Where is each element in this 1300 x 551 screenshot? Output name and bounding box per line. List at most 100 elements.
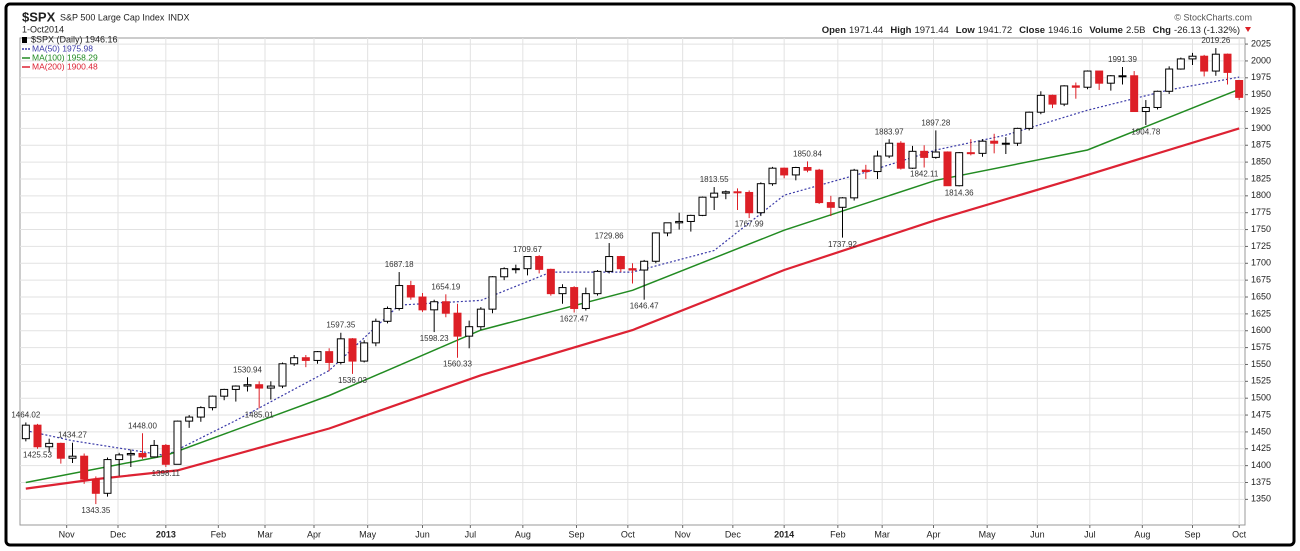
y-tick-label: 1775 [1251, 207, 1271, 217]
candle-body [453, 312, 462, 337]
candle-body [511, 268, 520, 271]
candle-body [1141, 106, 1150, 113]
y-tick-label: 1400 [1251, 460, 1271, 470]
quote: Open 1971.44 High 1971.44 Low 1941.72 Close 194… [822, 25, 1240, 36]
candle-body [861, 169, 870, 173]
exchange: INDX [168, 12, 190, 22]
symbol: $SPX [22, 9, 56, 24]
x-tick-label: Nov [675, 529, 692, 539]
y-tick-label: 1425 [1251, 443, 1271, 453]
candle-body [803, 167, 812, 171]
candle-body [1025, 111, 1034, 129]
candle-body [745, 191, 754, 214]
candle-body [395, 285, 404, 309]
x-tick-label: Apr [307, 529, 321, 539]
candle-body [465, 326, 474, 337]
candle-body [850, 169, 859, 199]
date: 1-Oct2014 [22, 24, 64, 34]
annotation: 1883.97 [875, 127, 904, 136]
candle-body [255, 384, 264, 389]
annotation: 1536.03 [338, 376, 367, 385]
candle-body [675, 220, 684, 224]
annotation: 1560.33 [443, 360, 472, 369]
x-tick-label: Sep [1184, 529, 1200, 539]
x-tick-label: Jun [1030, 529, 1045, 539]
quote-value: 1941.72 [978, 25, 1012, 36]
candle-body [873, 155, 882, 173]
candle-body [161, 444, 170, 465]
y-tick-label: 1475 [1251, 409, 1271, 419]
annotation: 1813.55 [700, 175, 729, 184]
candle-body [1130, 75, 1139, 113]
candle-body [360, 342, 369, 362]
candle-body [336, 338, 345, 363]
x-tick-label: Aug [515, 529, 531, 539]
candle-body [33, 424, 42, 448]
candle-body [955, 152, 964, 187]
x-tick-label: 2013 [156, 529, 176, 539]
y-tick-label: 1850 [1251, 156, 1271, 166]
candle-body [115, 454, 124, 461]
candle-body [150, 444, 159, 458]
quote-value: 1971.44 [914, 25, 948, 36]
annotation: 1904.78 [1131, 127, 1160, 136]
x-tick-label: Nov [59, 529, 76, 539]
y-tick-label: 1575 [1251, 342, 1271, 352]
source: © StockCharts.com [1174, 12, 1252, 22]
candle-body [418, 296, 427, 311]
annotation: 1597.35 [326, 321, 355, 330]
candle-body [301, 357, 310, 361]
candle-body [383, 307, 392, 322]
quote-label: Close [1019, 25, 1045, 36]
candle-body [1013, 127, 1022, 144]
legend-entry: MA(200) 1900.48 [32, 61, 98, 71]
y-tick-label: 1500 [1251, 393, 1271, 403]
candle-body [1235, 79, 1244, 98]
x-tick-label: Oct [621, 529, 636, 539]
annotation: 1646.47 [630, 302, 659, 311]
candle-body [838, 197, 847, 208]
annotation: 1654.19 [431, 282, 460, 291]
annotation: 1814.36 [945, 188, 974, 197]
quote-value: 1946.16 [1048, 25, 1082, 36]
annotation: 2019.26 [1201, 36, 1230, 45]
x-tick-label: Jun [415, 529, 430, 539]
candle-body [558, 287, 567, 295]
candle-body [1153, 90, 1162, 108]
candle-body [920, 150, 929, 158]
y-tick-label: 1700 [1251, 258, 1271, 268]
candle-body [406, 285, 415, 298]
x-tick-label: Aug [1134, 529, 1150, 539]
y-tick-label: 1550 [1251, 359, 1271, 369]
candle-body [185, 416, 194, 422]
annotation: 1897.28 [921, 118, 950, 127]
candle-body [1211, 53, 1220, 72]
candle-body [698, 196, 707, 216]
y-tick-label: 1600 [1251, 325, 1271, 335]
annotation: 1598.23 [420, 334, 449, 343]
candle-body [616, 256, 625, 270]
candle-body [1048, 94, 1057, 105]
annotation: 1850.84 [793, 150, 822, 159]
quote-value: 2.5B [1126, 25, 1146, 36]
candle-body [628, 268, 637, 271]
candle-body [1165, 68, 1174, 92]
candle-body [430, 301, 439, 311]
candle-body [348, 338, 357, 362]
down-arrow [1245, 27, 1251, 32]
plot-area [19, 37, 1246, 526]
candle-body [885, 142, 894, 157]
candle-body [896, 142, 905, 169]
candle-body [815, 169, 824, 204]
candle-body [990, 140, 999, 144]
candle-body [1036, 94, 1045, 113]
quote-value: -26.13 (-1.32%) [1174, 25, 1240, 36]
candle-body [91, 478, 100, 494]
quote-label: High [890, 25, 911, 36]
legend-icon [22, 37, 27, 43]
candle-body [943, 151, 952, 187]
legend-entry: MA(100) 1958.29 [32, 52, 98, 62]
candle-body [966, 152, 975, 155]
legend-entry: MA(50) 1975.98 [32, 43, 93, 53]
annotation: 1434.27 [58, 431, 87, 440]
